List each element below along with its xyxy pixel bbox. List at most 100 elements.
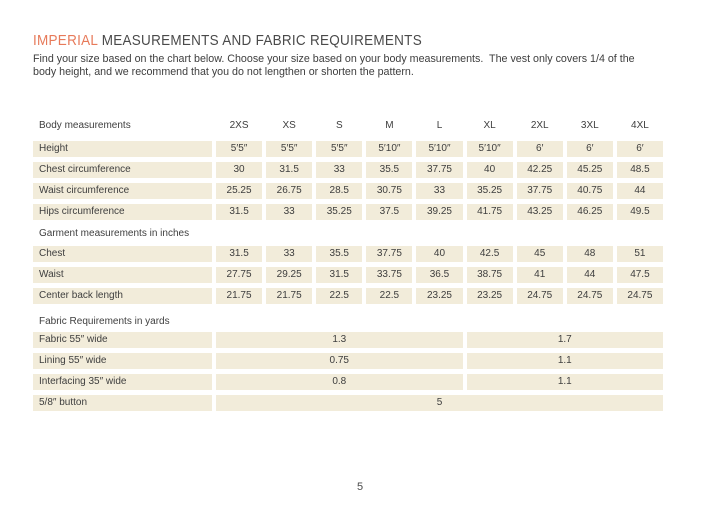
merged-cell-small-sizes: 0.75 xyxy=(216,352,463,369)
measurement-cell: 49.5 xyxy=(616,203,663,220)
measurement-cell: 48 xyxy=(566,245,613,262)
measurement-cell: 36.5 xyxy=(416,266,463,283)
measurement-cell: 45 xyxy=(516,245,563,262)
row-label: Center back length xyxy=(33,287,212,304)
measurement-cell: 40.75 xyxy=(566,182,613,199)
measurement-cell: 22.5 xyxy=(366,287,413,304)
size-table: Body measurements 2XS XS S M L XL 2XL 3X… xyxy=(33,118,663,411)
column-header-xs: XS xyxy=(282,119,296,131)
measurement-cell: 37.75 xyxy=(366,245,413,262)
measurement-cell: 33 xyxy=(266,245,313,262)
measurement-cell: 37.75 xyxy=(516,182,563,199)
intro-paragraph: Find your size based on the chart below.… xyxy=(33,53,635,79)
measurement-cell: 29.25 xyxy=(266,266,313,283)
measurement-cell: 31.5 xyxy=(216,245,263,262)
measurement-cell: 31.5 xyxy=(216,203,263,220)
page-number: 5 xyxy=(356,481,364,493)
measurement-cell: 30 xyxy=(216,161,263,178)
page-content: IMPERIAL MEASUREMENTS AND FABRIC REQUIRE… xyxy=(33,33,663,416)
measurement-cell: 35.25 xyxy=(316,203,363,220)
page-title: IMPERIAL MEASUREMENTS AND FABRIC REQUIRE… xyxy=(33,33,600,48)
merged-cell-small-sizes: 0.8 xyxy=(216,373,463,390)
merged-cell-large-sizes: 1.1 xyxy=(466,352,663,369)
measurement-cell: 5′10″ xyxy=(466,140,513,157)
measurement-cell: 51 xyxy=(616,245,663,262)
measurement-cell: 33 xyxy=(266,203,313,220)
title-rest: MEASUREMENTS AND FABRIC REQUIREMENTS xyxy=(97,32,422,49)
row-label: Hips circumference xyxy=(33,203,212,220)
column-header-4xl: 4XL xyxy=(631,119,649,131)
measurement-cell: 6′ xyxy=(616,140,663,157)
table-row-fabric: Fabric 55″ wide 1.3 1.7 xyxy=(33,331,663,348)
measurement-cell: 6′ xyxy=(516,140,563,157)
measurement-cell: 42.5 xyxy=(466,245,513,262)
measurement-cell: 23.25 xyxy=(416,287,463,304)
measurement-cell: 33 xyxy=(316,161,363,178)
measurement-cell: 33.75 xyxy=(366,266,413,283)
garment-section-label: Garment measurements in inches xyxy=(39,227,190,239)
measurement-cell: 28.5 xyxy=(316,182,363,199)
fabric-section-label: Fabric Requirements in yards xyxy=(39,315,170,327)
measurement-cell: 37.75 xyxy=(416,161,463,178)
table-row-waist-circumference: Waist circumference 25.25 26.75 28.5 30.… xyxy=(33,182,663,199)
table-row-chest-circumference: Chest circumference 30 31.5 33 35.5 37.7… xyxy=(33,161,663,178)
measurement-cell: 43.25 xyxy=(516,203,563,220)
title-accent: IMPERIAL xyxy=(33,32,98,49)
measurement-cell: 35.25 xyxy=(466,182,513,199)
column-header-2xs: 2XS xyxy=(229,119,249,131)
measurement-cell: 41 xyxy=(516,266,563,283)
table-row-button: 5/8″ button 5 xyxy=(33,394,663,411)
measurement-cell: 35.5 xyxy=(316,245,363,262)
measurement-cell: 44 xyxy=(616,182,663,199)
merged-cell-all-sizes: 5 xyxy=(216,394,663,411)
measurement-cell: 6′ xyxy=(566,140,613,157)
table-row-hips-circumference: Hips circumference 31.5 33 35.25 37.5 39… xyxy=(33,203,663,220)
row-label: Waist circumference xyxy=(33,182,212,199)
measurement-cell: 31.5 xyxy=(266,161,313,178)
measurement-cell: 41.75 xyxy=(466,203,513,220)
column-header-3xl: 3XL xyxy=(580,119,599,131)
measurement-cell: 39.25 xyxy=(416,203,463,220)
row-label: Chest xyxy=(33,245,212,262)
column-header-m: M xyxy=(385,119,394,131)
table-row-center-back-length: Center back length 21.75 21.75 22.5 22.5… xyxy=(33,287,663,304)
measurement-cell: 42.25 xyxy=(516,161,563,178)
row-label: Chest circumference xyxy=(33,161,212,178)
measurement-cell: 40 xyxy=(416,245,463,262)
measurement-cell: 21.75 xyxy=(216,287,263,304)
row-label: Fabric 55″ wide xyxy=(33,331,212,348)
measurement-cell: 5′10″ xyxy=(366,140,413,157)
table-row-height: Height 5′5″ 5′5″ 5′5″ 5′10″ 5′10″ 5′10″ … xyxy=(33,140,663,157)
measurement-cell: 26.75 xyxy=(266,182,313,199)
row-label: Lining 55″ wide xyxy=(33,352,212,369)
measurement-cell: 5′10″ xyxy=(416,140,463,157)
merged-cell-large-sizes: 1.7 xyxy=(466,331,663,348)
measurement-cell: 5′5″ xyxy=(216,140,263,157)
row-label: Waist xyxy=(33,266,212,283)
table-row-interfacing: Interfacing 35″ wide 0.8 1.1 xyxy=(33,373,663,390)
measurement-cell: 24.75 xyxy=(566,287,613,304)
column-header-2xl: 2XL xyxy=(530,119,549,131)
row-label: Interfacing 35″ wide xyxy=(33,373,212,390)
measurement-cell: 31.5 xyxy=(316,266,363,283)
measurement-cell: 38.75 xyxy=(466,266,513,283)
measurement-cell: 33 xyxy=(416,182,463,199)
measurement-cell: 44 xyxy=(566,266,613,283)
measurement-cell: 46.25 xyxy=(566,203,613,220)
measurement-cell: 47.5 xyxy=(616,266,663,283)
header-label: Body measurements xyxy=(39,119,131,131)
row-label: Height xyxy=(33,140,212,157)
measurement-cell: 48.5 xyxy=(616,161,663,178)
measurement-cell: 27.75 xyxy=(216,266,263,283)
merged-cell-large-sizes: 1.1 xyxy=(466,373,663,390)
column-header-s: S xyxy=(335,119,343,131)
table-row-garment-waist: Waist 27.75 29.25 31.5 33.75 36.5 38.75 … xyxy=(33,266,663,283)
table-row-lining: Lining 55″ wide 0.75 1.1 xyxy=(33,352,663,369)
column-header-xl: XL xyxy=(483,119,496,131)
measurement-cell: 30.75 xyxy=(366,182,413,199)
measurement-cell: 5′5″ xyxy=(266,140,313,157)
measurement-cell: 40 xyxy=(466,161,513,178)
measurement-cell: 23.25 xyxy=(466,287,513,304)
measurement-cell: 45.25 xyxy=(566,161,613,178)
measurement-cell: 21.75 xyxy=(266,287,313,304)
